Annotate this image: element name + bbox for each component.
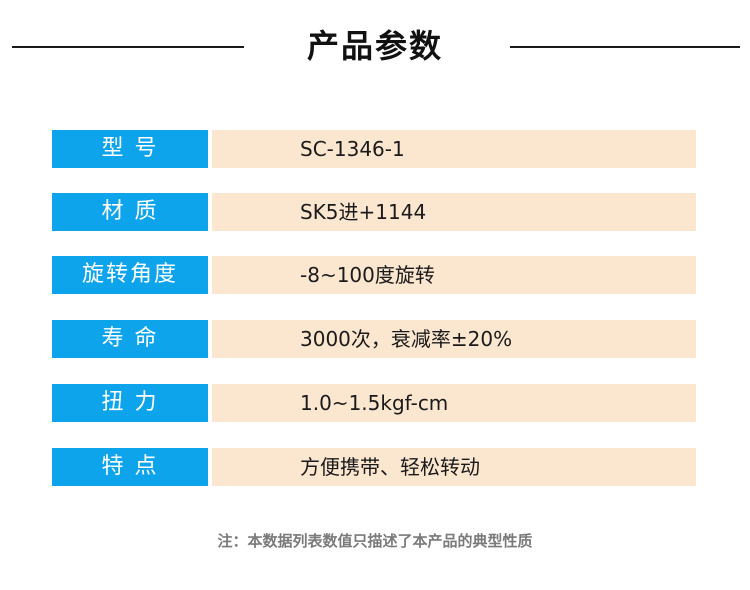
header-divider-right [510, 46, 740, 48]
spec-row-features: 特 点 方便携带、轻松转动 [52, 448, 696, 486]
spec-row-material: 材 质 SK5进+1144 [52, 193, 696, 231]
spec-row-lifespan: 寿 命 3000次，衰减率±20% [52, 320, 696, 358]
section-header: 产品参数 [0, 0, 750, 90]
spec-label: 寿 命 [52, 320, 208, 358]
spec-separator [208, 256, 212, 294]
page-title: 产品参数 [306, 27, 443, 65]
spec-value: -8~100度旋转 [212, 256, 696, 294]
spec-row-rotation-angle: 旋转角度 -8~100度旋转 [52, 256, 696, 294]
spec-separator [208, 448, 212, 486]
spec-value: 3000次，衰减率±20% [212, 320, 696, 358]
spec-label: 扭 力 [52, 384, 208, 422]
spec-label: 型 号 [52, 130, 208, 168]
spec-row-torque: 扭 力 1.0~1.5kgf-cm [52, 384, 696, 422]
spec-separator [208, 320, 212, 358]
header-divider-left [12, 46, 244, 48]
spec-value: SC-1346-1 [212, 130, 696, 168]
spec-row-model: 型 号 SC-1346-1 [52, 130, 696, 168]
spec-label: 特 点 [52, 448, 208, 486]
footnote: 注：本数据列表数值只描述了本产品的典型性质 [217, 532, 533, 550]
spec-separator [208, 384, 212, 422]
spec-value: 方便携带、轻松转动 [212, 448, 696, 486]
spec-label: 材 质 [52, 193, 208, 231]
spec-separator [208, 193, 212, 231]
spec-value: SK5进+1144 [212, 193, 696, 231]
spec-separator [208, 130, 212, 168]
spec-label: 旋转角度 [52, 256, 208, 294]
spec-value: 1.0~1.5kgf-cm [212, 384, 696, 422]
